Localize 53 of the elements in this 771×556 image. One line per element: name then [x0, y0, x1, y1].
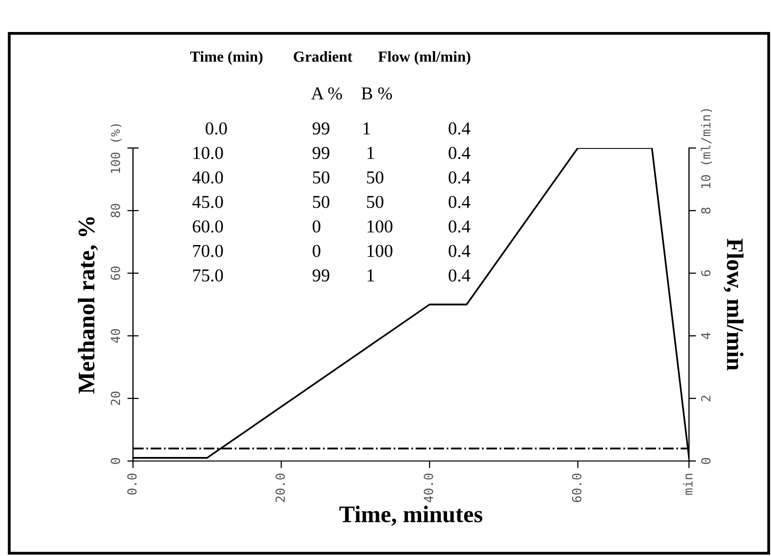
annotation: 70.0 [193, 244, 223, 258]
y2-tick-label: 8 [701, 208, 711, 214]
annotation: 40.0 [192, 171, 223, 184]
y-tick-label: 40 [110, 329, 120, 343]
annotation: 60.0 [192, 220, 223, 233]
annotation: 0.4 [448, 171, 470, 184]
x-tick-label: 0.0 [127, 474, 137, 495]
annotation: 45.0 [192, 196, 223, 208]
annotation: 50 [313, 171, 330, 184]
annotation: 0.4 [448, 220, 470, 233]
text: Flow (ml/min) [378, 51, 470, 65]
text: Time (min) [190, 51, 262, 65]
x-tick-label: 60.0 [572, 474, 582, 502]
annotation: 75.0 [193, 269, 223, 282]
annotation: 50 [313, 196, 330, 208]
y-tick-label: 80 [110, 204, 120, 218]
annotation: 50 [367, 196, 384, 208]
annotation: 100 [368, 244, 392, 258]
y2-tick-label: 6 [701, 270, 711, 276]
annotation: 1 [368, 269, 374, 282]
x-tick-label: 20.0 [275, 474, 285, 502]
text: 0.0 [206, 122, 227, 135]
text: B % [362, 87, 392, 100]
text: Gradient [294, 51, 352, 62]
y2-axis-title: Flow, ml/min [723, 238, 744, 370]
annotation: 0.4 [448, 269, 470, 282]
y-tick-label: 100 (%) [110, 124, 122, 173]
annotation: 100 [368, 220, 392, 233]
y-tick-label: 60 [110, 266, 120, 280]
x-tick-label: 40.0 [424, 474, 434, 502]
y2-tick-label: 2 [701, 396, 710, 402]
y-axis-title: Methanol rate, % [78, 217, 98, 394]
annotation: 0 [312, 244, 320, 258]
y2-tick-label: 0 [701, 458, 711, 464]
y2-tick-label: 10 (ml/min) [700, 109, 712, 188]
annotation: 0 [312, 220, 320, 233]
y2-tick-label: 4 [701, 332, 710, 339]
annotation: 50 [367, 171, 384, 184]
x-axis-title: Time, minutes [339, 506, 482, 526]
annotation: 0.4 [448, 196, 470, 208]
y-tick-label: 0 [110, 458, 120, 464]
text: 0.4 [448, 122, 470, 135]
text: 1 [364, 122, 370, 134]
annotation: 99 [312, 269, 330, 282]
text: 99 [312, 122, 330, 135]
x-tick-label: min [682, 474, 692, 495]
annotation: 99 [312, 146, 330, 160]
annotation: 1 [368, 146, 374, 159]
y-tick-label: 20 [110, 392, 120, 405]
annotation: 10.0 [194, 146, 223, 160]
text: A % [311, 87, 342, 100]
annotation: 0.4 [448, 146, 470, 160]
annotation: 0.4 [448, 244, 470, 258]
